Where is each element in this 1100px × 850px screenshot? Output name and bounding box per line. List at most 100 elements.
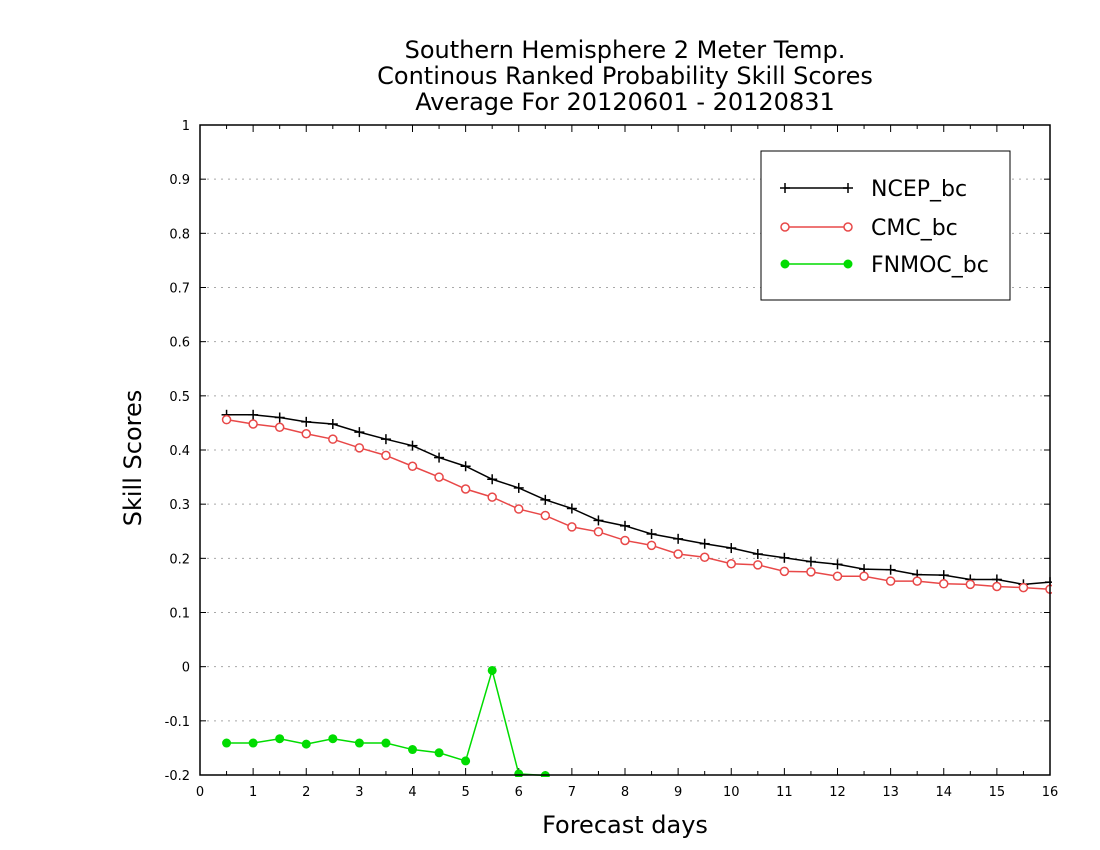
x-tick-label: 10 [723, 785, 740, 800]
data-point [380, 434, 391, 445]
data-point [752, 549, 763, 559]
data-point [301, 429, 311, 439]
data-point [354, 443, 365, 453]
y-tick-label: 0.1 [169, 607, 190, 622]
x-axis-label: Forecast days [542, 811, 708, 839]
plot-frame [199, 124, 1051, 776]
data-point [805, 556, 816, 567]
x-tick-label: 8 [621, 785, 629, 800]
data-point [779, 566, 790, 577]
data-point [540, 494, 551, 505]
data-point [487, 474, 498, 485]
x-tick-label: 12 [829, 785, 846, 800]
data-point [673, 549, 683, 559]
y-tick-label: 0 [182, 661, 190, 676]
y-axis-label: Skill Scores [119, 390, 147, 527]
data-point [1018, 582, 1029, 593]
x-tick-label: 15 [989, 785, 1006, 800]
data-point [274, 422, 285, 432]
x-tick-label: 14 [935, 785, 952, 800]
data-point [646, 528, 657, 539]
x-tick-label: 6 [515, 785, 523, 800]
data-point [301, 416, 312, 427]
data-point [859, 571, 869, 581]
legend: NCEP_bc CMC_bc FNMOC_bc [760, 150, 1011, 301]
data-point [221, 414, 232, 425]
y-tick-label: -0.2 [165, 769, 190, 784]
data-point [487, 492, 497, 502]
data-point [726, 543, 737, 554]
data-point [593, 527, 604, 537]
legend-marker [780, 183, 790, 193]
data-point [806, 567, 816, 577]
data-point [408, 745, 417, 755]
x-tick-label: 1 [249, 785, 257, 800]
data-point [699, 538, 710, 549]
data-point [460, 484, 471, 494]
x-tick-label: 16 [1042, 785, 1059, 800]
data-point [699, 552, 710, 562]
series-cmc-bc [221, 414, 1052, 594]
x-tick-label: 9 [674, 785, 682, 800]
data-series [221, 409, 1052, 777]
data-point [513, 482, 524, 493]
data-point [327, 419, 338, 429]
data-point [832, 571, 843, 581]
data-point [461, 756, 471, 766]
data-point [567, 522, 577, 532]
data-point [965, 579, 976, 590]
x-tick-label: 4 [408, 785, 416, 800]
data-point [939, 579, 949, 589]
chart-title-line-3: Average For 20120601 - 20120831 [415, 88, 835, 116]
data-point [487, 665, 497, 675]
y-tick-label: 0.5 [169, 390, 190, 405]
grid-lines [200, 178, 1050, 722]
data-point [275, 734, 285, 744]
data-point [354, 738, 364, 748]
y-tick-label: 0.3 [169, 498, 190, 513]
y-tick-label: 1 [182, 119, 190, 134]
data-point [222, 738, 232, 748]
data-point [460, 461, 471, 472]
x-tick-label: 13 [882, 785, 899, 800]
x-tick-label: 3 [355, 785, 363, 800]
series-line [226, 418, 1051, 590]
series-ncep-bc [221, 409, 1052, 590]
legend-entry: FNMOC_bc [780, 253, 989, 278]
data-point [407, 440, 418, 451]
x-axis-ticks: 0 1 2 3 4 5 6 7 8 9 10 11 12 13 14 15 16 [196, 125, 1058, 800]
data-point [248, 738, 258, 748]
legend-label: FNMOC_bc [871, 253, 989, 278]
x-tick-label: 7 [568, 785, 576, 800]
y-tick-label: 0.7 [169, 282, 190, 297]
y-tick-label: 0.4 [169, 444, 190, 459]
data-point [381, 450, 391, 461]
data-point [646, 540, 657, 551]
x-tick-label: 2 [302, 785, 310, 800]
y-axis-ticks: -0.2 -0.1 0 0.1 0.2 0.3 0.4 0.5 0.6 0.7 0.8 0.9 1 [165, 119, 1050, 784]
data-point [992, 581, 1002, 592]
data-point [514, 769, 524, 777]
x-tick-label: 11 [776, 785, 793, 800]
data-point [514, 504, 524, 514]
data-point [885, 564, 896, 575]
data-point [726, 559, 736, 569]
data-point [328, 434, 338, 444]
y-tick-label: 0.2 [169, 552, 190, 567]
y-tick-label: 0.9 [169, 173, 190, 188]
data-point [248, 409, 259, 420]
legend-marker [843, 183, 853, 193]
x-tick-label: 5 [461, 785, 469, 800]
y-tick-label: 0.8 [169, 227, 190, 242]
data-point [540, 510, 551, 521]
data-point [620, 520, 630, 531]
x-tick-label: 0 [196, 785, 204, 800]
data-point [354, 427, 365, 438]
data-point [593, 515, 604, 526]
legend-entry: NCEP_bc [780, 177, 967, 202]
data-point [434, 452, 445, 463]
y-tick-label: 0.6 [169, 336, 190, 351]
legend-marker [780, 259, 790, 269]
legend-label: CMC_bc [871, 216, 958, 241]
